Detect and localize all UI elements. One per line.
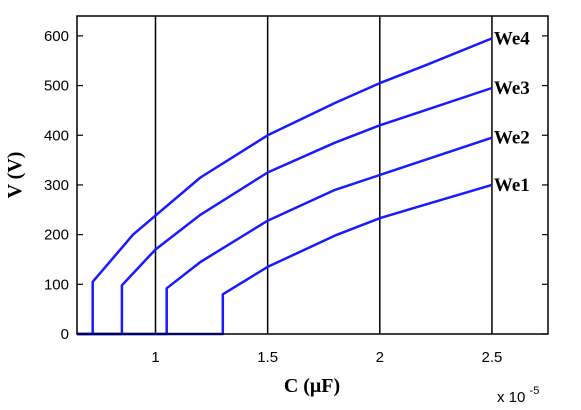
plot-frame bbox=[76, 15, 549, 335]
y-axis-label: V (V) bbox=[4, 152, 26, 199]
y-tick-label: 500 bbox=[44, 78, 69, 95]
ticks-layer: 1 1.5 2 2.5 0 100 200 300 400 500 600 bbox=[44, 28, 548, 366]
series-line-we3 bbox=[77, 86, 493, 336]
x-tick-label: 2 bbox=[376, 349, 384, 366]
y-tick-label: 600 bbox=[44, 28, 69, 45]
series-label-we4: We4 bbox=[494, 28, 530, 49]
series-line-we1 bbox=[77, 183, 493, 336]
series-label-we2: We2 bbox=[494, 128, 530, 149]
series-label-we3: We3 bbox=[494, 78, 530, 99]
series-layer bbox=[77, 37, 493, 336]
y-tick-label: 100 bbox=[44, 276, 69, 293]
series-line-we4 bbox=[77, 37, 493, 336]
x-tick-label: 2.5 bbox=[481, 349, 502, 366]
x-tick-label: 1 bbox=[151, 349, 159, 366]
x-axis-multiplier: x 10 -5 bbox=[497, 385, 539, 406]
series-line-we2 bbox=[77, 136, 493, 336]
x-axis-multiplier-base: x 10 bbox=[497, 389, 525, 406]
x-axis-multiplier-exponent: -5 bbox=[530, 385, 540, 397]
y-tick-label: 0 bbox=[61, 326, 69, 343]
y-tick-label: 400 bbox=[44, 127, 69, 144]
series-label-we1: We1 bbox=[494, 175, 530, 196]
x-tick-label: 1.5 bbox=[257, 349, 278, 366]
y-tick-label: 300 bbox=[44, 177, 69, 194]
series-labels: We4 We3 We2 We1 bbox=[494, 28, 530, 196]
x-axis-label: C (μF) bbox=[284, 375, 340, 397]
y-tick-label: 200 bbox=[44, 227, 69, 244]
